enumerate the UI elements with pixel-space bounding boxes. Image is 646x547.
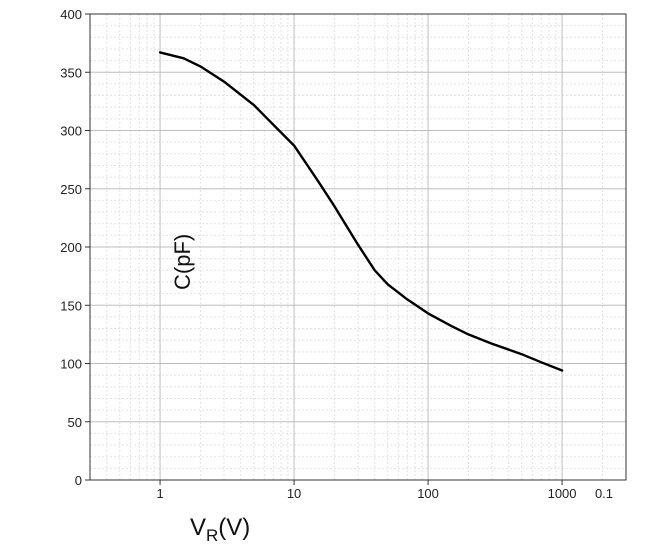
data-point (373, 269, 376, 272)
data-point (386, 283, 389, 286)
x-tick-label: 1 (156, 486, 163, 501)
x-tick-label: 100 (417, 486, 439, 501)
data-point (540, 361, 543, 364)
y-tick-label: 300 (60, 124, 82, 139)
data-point (199, 65, 202, 68)
data-point (491, 342, 493, 345)
x-axis-title: VR(V) (190, 514, 250, 545)
y-tick-label: 400 (60, 7, 82, 22)
series-line (158, 51, 564, 372)
y-tick-labels: 400 350 300 250 200 150 100 50 0 (60, 7, 82, 488)
data-point (316, 179, 319, 182)
x-axis-title-unit: (V) (218, 514, 250, 541)
x-tick-label: 10 (287, 486, 301, 501)
x-axis-title-main: V (190, 514, 206, 541)
y-tick-label: 50 (68, 415, 82, 430)
y-tick-label: 250 (60, 182, 82, 197)
y-tick-label: 150 (60, 298, 82, 313)
plot-frame (89, 13, 627, 481)
data-point (293, 144, 295, 147)
series-group (158, 51, 564, 372)
y-tick-label: 100 (60, 357, 82, 372)
y-tick-label: 200 (60, 240, 82, 255)
data-point (223, 80, 225, 83)
data-point (252, 103, 255, 106)
data-point (406, 298, 409, 301)
x-tick-label: 1000 (548, 486, 577, 501)
x-tick-labels: 1 10 100 1000 (156, 486, 576, 501)
data-point (272, 123, 275, 126)
x-axis-title-sub: R (206, 526, 218, 545)
data-point (450, 325, 453, 328)
data-point (182, 57, 185, 60)
data-point (357, 243, 359, 246)
y-tick-label: 0 (75, 473, 82, 488)
x-tick-label-extra: 0.1 (595, 486, 613, 501)
data-point (520, 353, 523, 356)
major-grid (85, 13, 626, 485)
y-axis-title: C(pF) (170, 234, 195, 290)
data-point (561, 369, 563, 372)
data-point (159, 51, 161, 54)
data-point (333, 205, 336, 208)
y-tick-label: 350 (60, 65, 82, 80)
data-point (467, 333, 470, 336)
data-point (427, 312, 429, 315)
